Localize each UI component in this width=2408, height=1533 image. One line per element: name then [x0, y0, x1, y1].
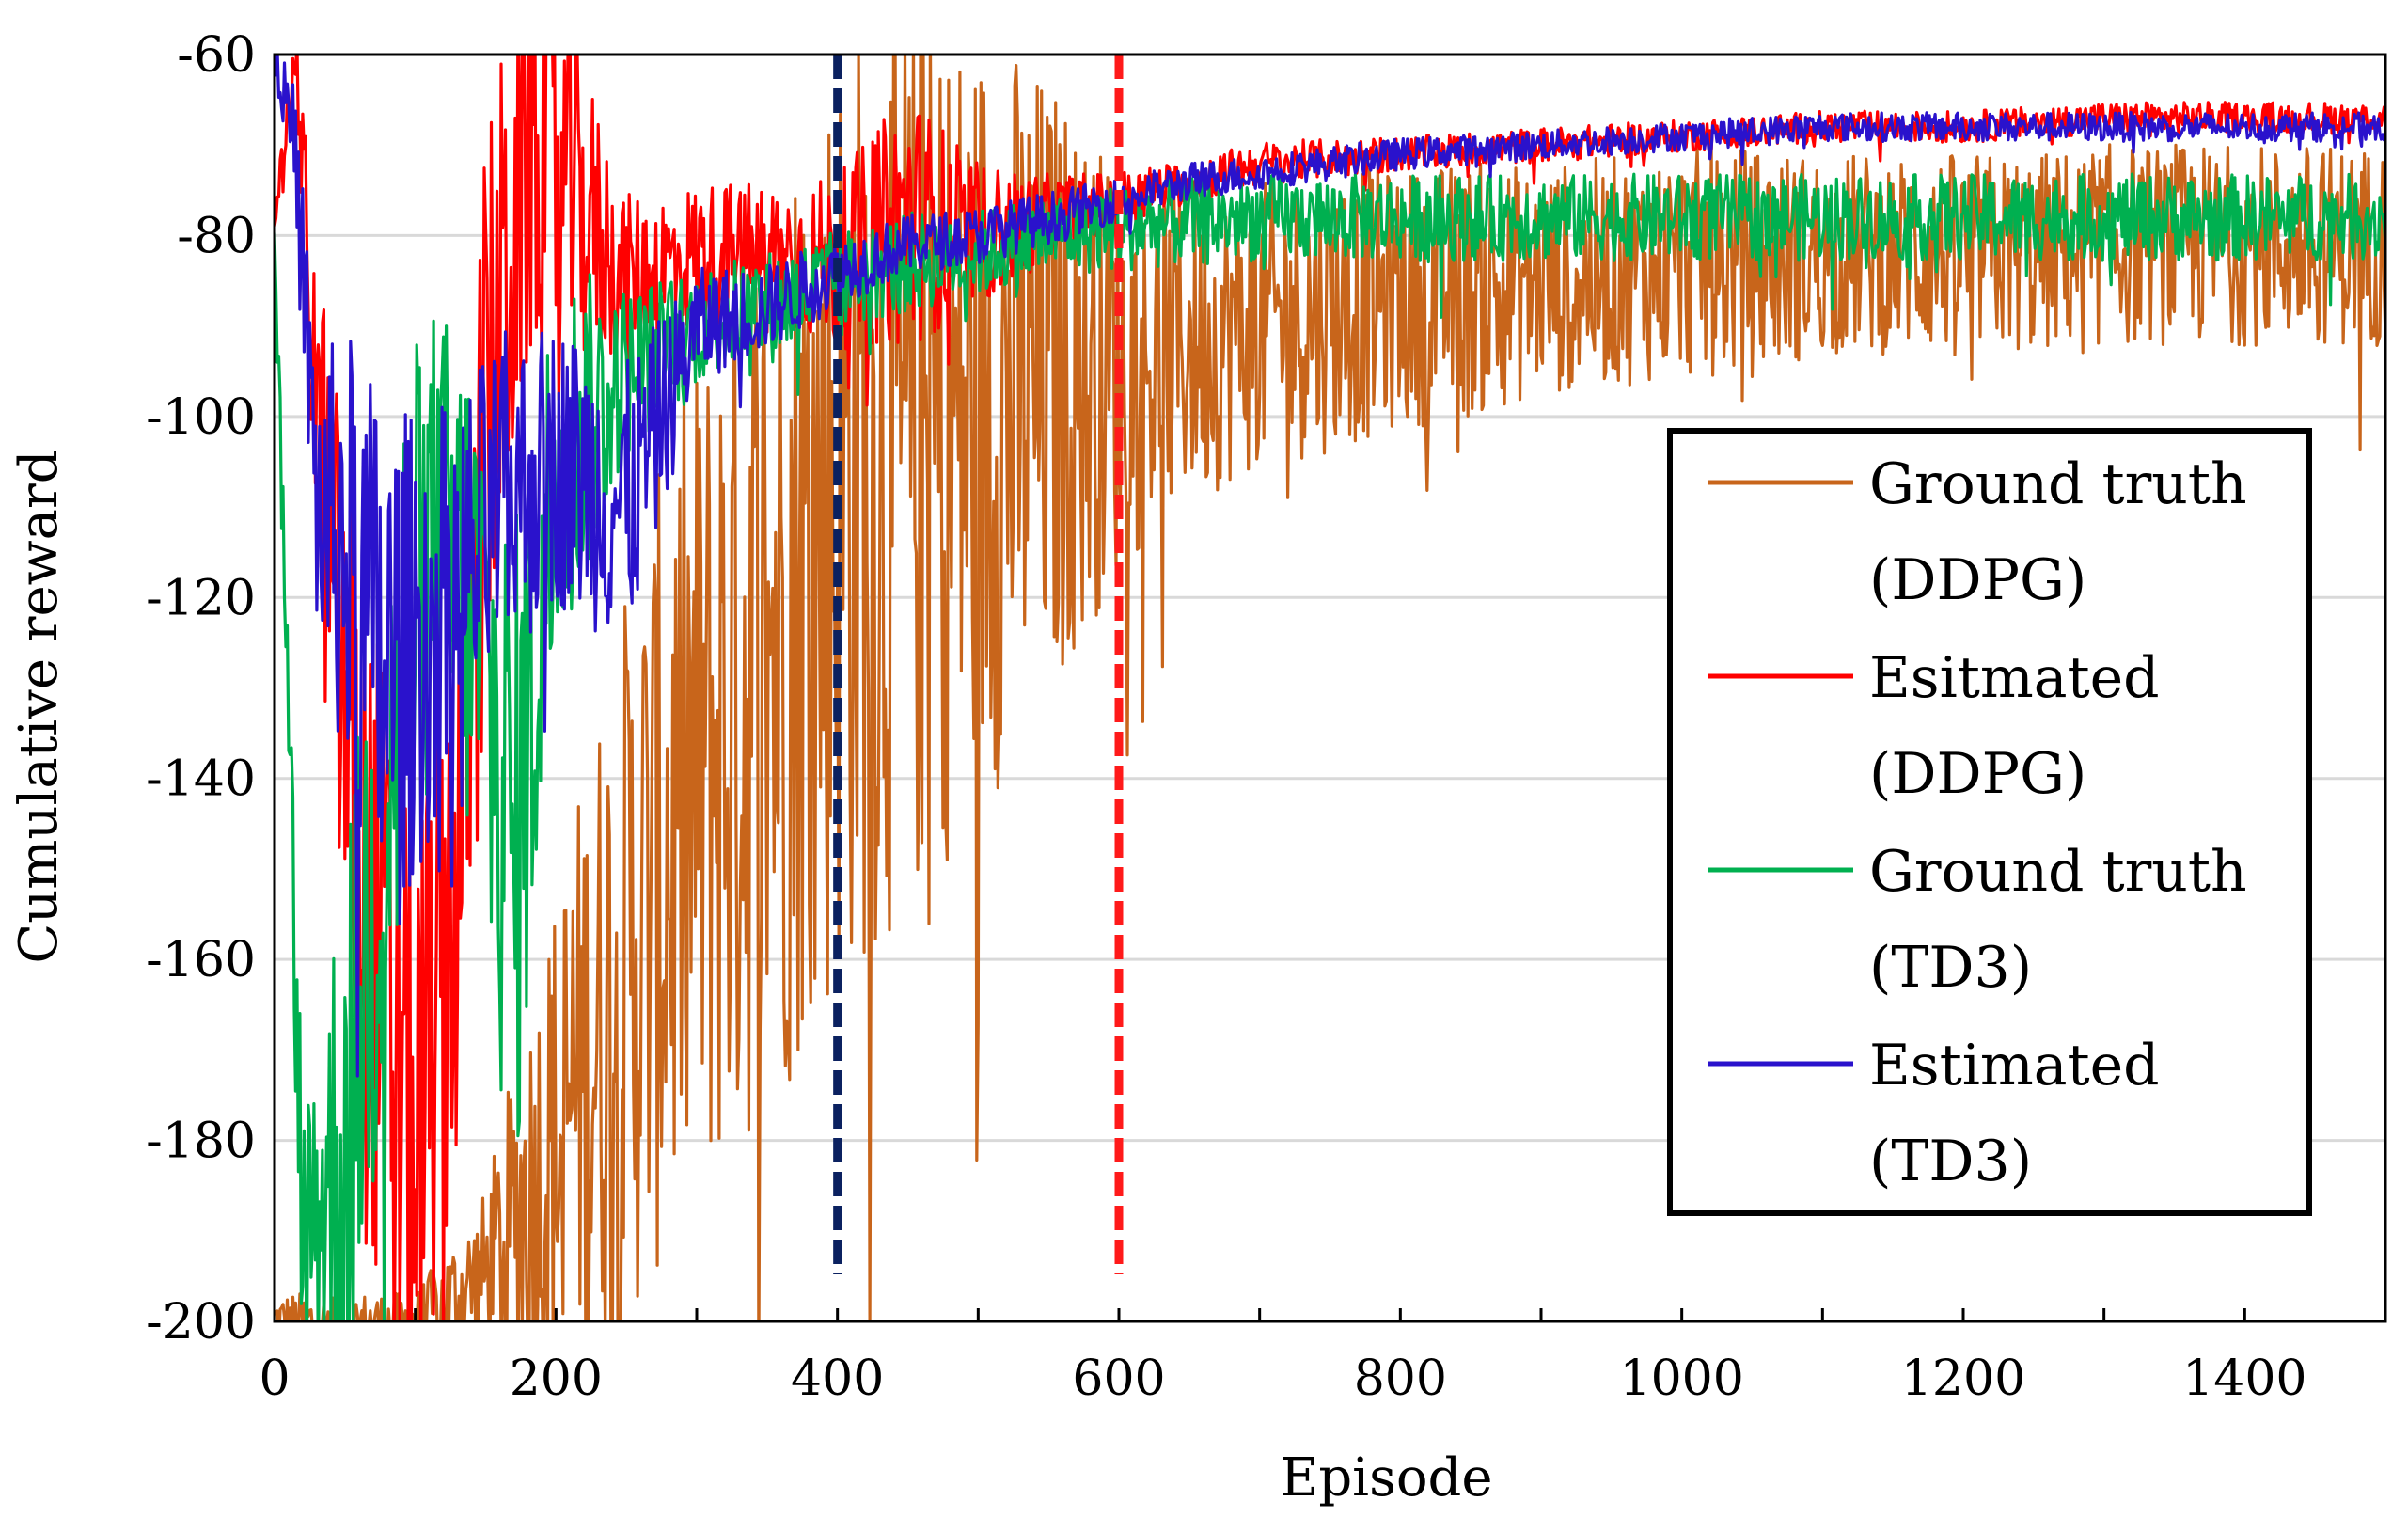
x-tick-label: 1400: [2182, 1351, 2306, 1407]
legend-label-sub: (TD3): [1869, 935, 2032, 1001]
x-tick-label: 400: [791, 1351, 884, 1407]
legend-label: Ground truth: [1869, 451, 2247, 517]
x-axis-title: Episode: [1280, 1447, 1492, 1509]
y-axis: -200 -180 -160 -140 -120 -100 -80 -60: [146, 27, 256, 1351]
y-tick-label: -120: [146, 570, 256, 626]
y-tick-label: -140: [146, 751, 256, 808]
plot-area: [275, 55, 2385, 1321]
x-tick-label: 600: [1072, 1351, 1165, 1407]
legend-label-sub: (DDPG): [1869, 741, 2086, 807]
legend: Ground truth (DDPG) Esitmated (DDPG) Ground …: [1667, 428, 2312, 1216]
series-line-3: [275, 55, 2385, 1078]
x-axis: 0 200 400 600 800 1000 1200 1400: [259, 1308, 2387, 1407]
legend-label-sub: (DDPG): [1869, 547, 2086, 613]
marker-layer: [833, 55, 1124, 1274]
x-tick-label: 0: [259, 1351, 290, 1407]
legend-label: Esitmated: [1869, 645, 2160, 711]
y-tick-label: -200: [146, 1294, 256, 1351]
y-axis-title: Cumulative reward: [8, 450, 70, 963]
x-tick-label: 200: [510, 1351, 603, 1407]
series-layer: [275, 55, 2385, 1321]
series-line-2: [275, 172, 2385, 1321]
y-tick-label: -160: [146, 932, 256, 988]
y-tick-label: -80: [177, 208, 256, 264]
plot-frame: [273, 53, 2387, 1323]
legend-label-sub: (TD3): [1869, 1129, 2032, 1194]
legend-label: Estimated: [1869, 1033, 2160, 1098]
x-tick-label: 1200: [1901, 1351, 2025, 1407]
y-tick-label: -60: [177, 27, 256, 84]
legend-label: Ground truth: [1869, 839, 2247, 905]
legend-box: [1667, 428, 2312, 1216]
x-tick-label: 800: [1354, 1351, 1447, 1407]
y-tick-label: -180: [146, 1114, 256, 1170]
x-tick-label: 1000: [1619, 1351, 1743, 1407]
y-tick-label: -100: [146, 389, 256, 446]
